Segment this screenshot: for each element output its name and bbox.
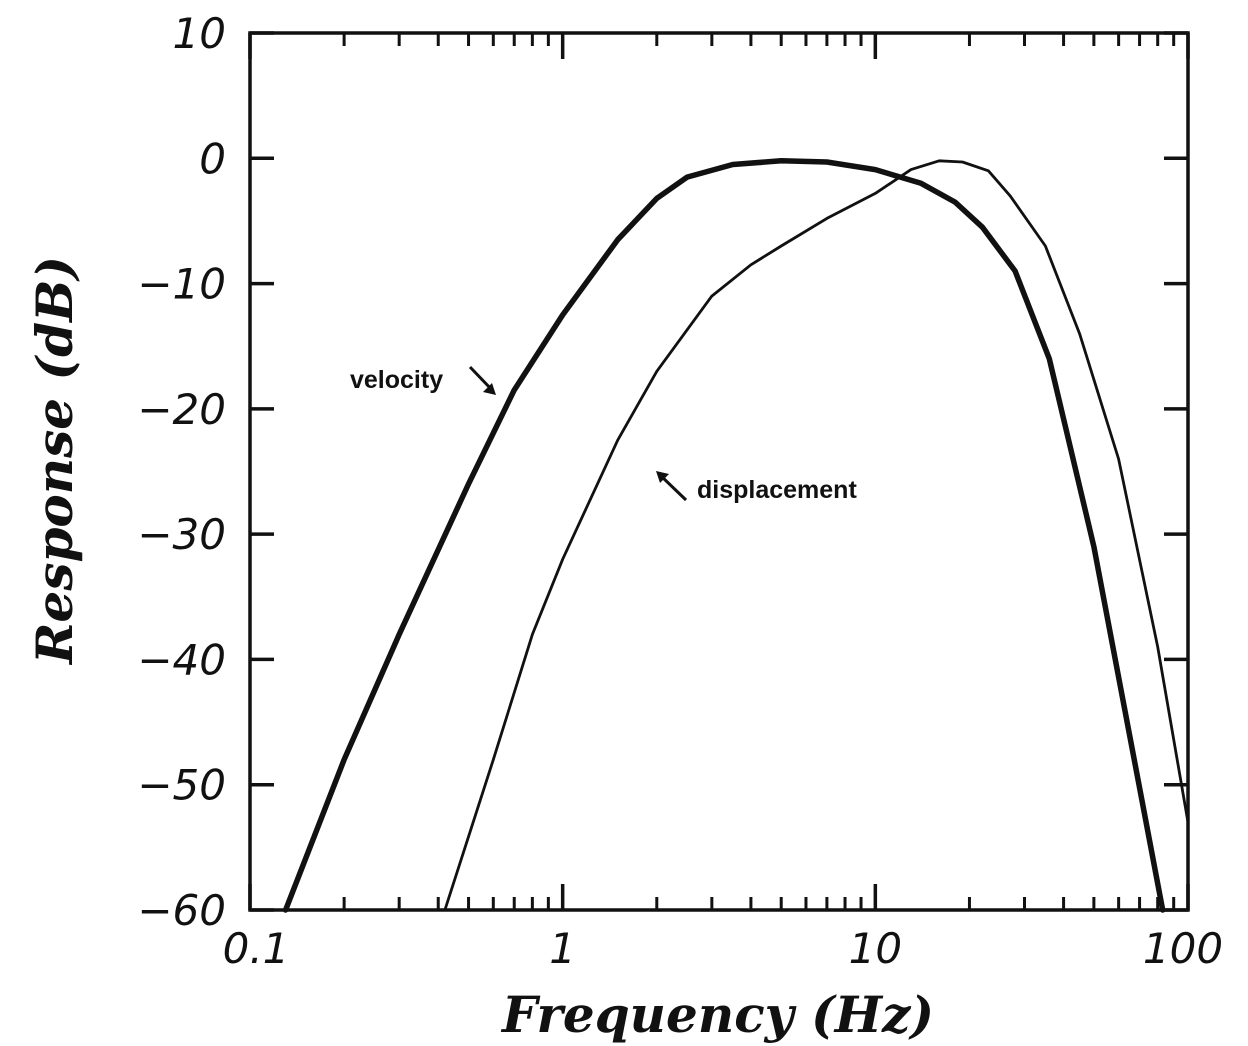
annotation-displacement-arrowhead bbox=[656, 471, 669, 483]
annotation-displacement-arrow bbox=[658, 473, 688, 502]
annotation-velocity: velocity bbox=[350, 366, 443, 394]
x-tick-label: 100 bbox=[1143, 924, 1223, 973]
y-tick-label: −60 bbox=[137, 886, 226, 935]
annotation-displacement: displacement bbox=[697, 476, 857, 504]
y-tick-label: 10 bbox=[173, 9, 226, 58]
y-tick-label: −40 bbox=[137, 635, 226, 684]
annotations: velocity displacement bbox=[350, 365, 857, 504]
series-line-displacement bbox=[443, 159, 1190, 912]
x-tick-label: 0.1 bbox=[223, 924, 290, 973]
series-group bbox=[282, 158, 1190, 913]
x-tick-label: 1 bbox=[549, 924, 576, 973]
y-axis-title: Response (dB) bbox=[25, 256, 84, 666]
y-tick-label: −50 bbox=[137, 761, 226, 810]
annotation-velocity-arrowhead bbox=[483, 383, 496, 395]
x-tick-label: 10 bbox=[849, 924, 902, 973]
x-axis-title: Frequency (Hz) bbox=[500, 985, 934, 1044]
plot-frame bbox=[248, 31, 1190, 912]
y-tick-label: −20 bbox=[137, 385, 226, 434]
y-tick-label: 0 bbox=[199, 134, 226, 183]
y-tick-label: −10 bbox=[137, 260, 226, 309]
y-tick-label: −30 bbox=[137, 510, 226, 559]
series-line-velocity bbox=[282, 158, 1166, 913]
